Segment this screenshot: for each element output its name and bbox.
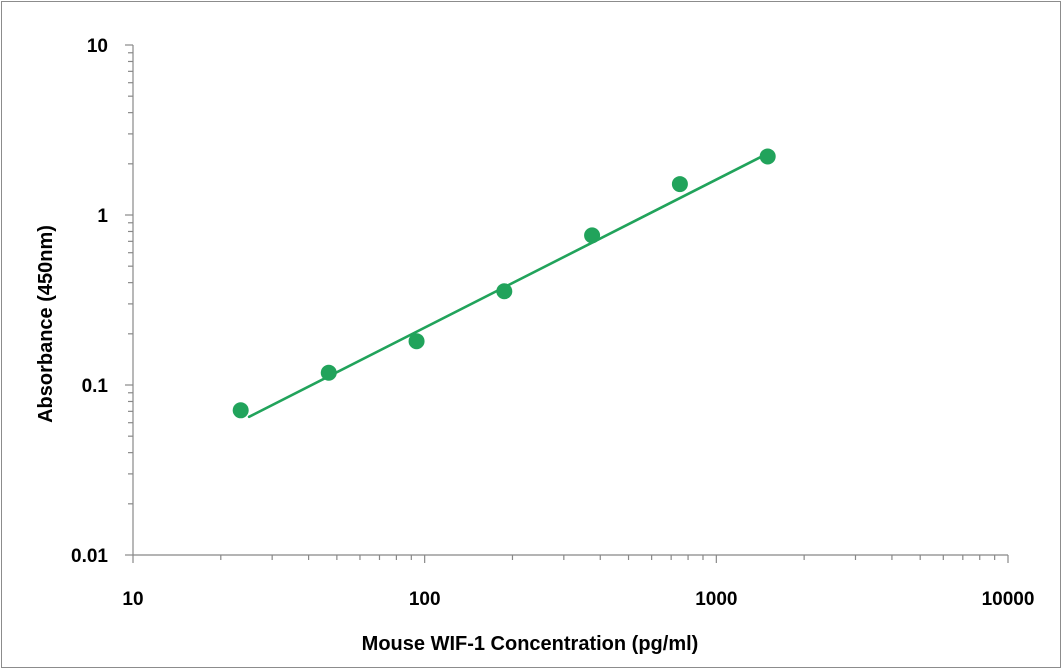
x-tick-label: 1000 — [695, 589, 737, 610]
series-layer — [232, 148, 776, 419]
y-tick-label: 1 — [97, 206, 108, 227]
y-tick-label: 10 — [87, 36, 108, 57]
x-axis-title: Mouse WIF-1 Concentration (pg/ml) — [362, 633, 699, 655]
data-point — [584, 227, 601, 244]
y-axis-title: Absorbance (450nm) — [35, 225, 57, 423]
x-tick-label: 10 — [122, 589, 143, 610]
data-point — [232, 402, 249, 419]
data-point — [408, 333, 425, 350]
y-tick-label: 0.1 — [82, 376, 109, 397]
x-tick-label: 100 — [409, 589, 441, 610]
x-tick-label: 10000 — [982, 589, 1035, 610]
y-tick-label: 0.01 — [71, 546, 108, 567]
data-point — [759, 148, 776, 165]
data-point — [320, 364, 337, 381]
ticks — [125, 44, 1009, 563]
tick-labels: 10 100 1000 10000 10 1 0.1 0.01 — [71, 36, 1034, 610]
data-point — [496, 283, 513, 300]
axes — [132, 45, 1008, 556]
data-point — [671, 176, 688, 193]
